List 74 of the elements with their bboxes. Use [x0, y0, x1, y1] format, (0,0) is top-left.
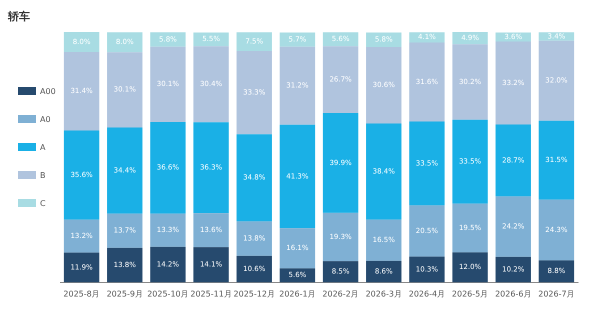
bar [236, 221, 272, 256]
legend-label: B [40, 170, 46, 180]
bar [193, 32, 229, 46]
bar [280, 228, 316, 268]
bar [496, 42, 531, 125]
x-tick-label: 2025-12月 [234, 289, 275, 298]
bar [107, 248, 142, 282]
bar [538, 260, 574, 282]
legend-label: C [40, 198, 46, 208]
bar [193, 122, 229, 214]
x-tick-label: 2025-8月 [63, 289, 100, 298]
bar [64, 32, 100, 52]
bar [409, 42, 445, 122]
x-tick-label: 2026-4月 [408, 289, 446, 298]
bar [150, 46, 186, 122]
x-tick-label: 2025-11月 [190, 289, 232, 298]
bar [366, 220, 402, 261]
bar [366, 124, 402, 220]
legend-label: A0 [40, 114, 51, 124]
bar [452, 32, 488, 44]
bar [107, 128, 142, 214]
x-tick-label: 2026-2月 [322, 289, 359, 298]
bar [193, 46, 229, 122]
bar [107, 214, 142, 248]
bar [538, 200, 574, 260]
bar [280, 46, 316, 125]
bar [193, 247, 229, 282]
bar [280, 124, 316, 228]
bar [150, 246, 186, 282]
bar [452, 252, 488, 282]
bar [64, 130, 100, 220]
bar [107, 32, 142, 52]
bar [409, 256, 445, 282]
x-tick-label: 2026-3月 [366, 289, 402, 298]
bar [280, 32, 316, 47]
x-tick-label: 2025-9月 [106, 289, 143, 298]
bar [366, 32, 402, 48]
bar [64, 220, 100, 253]
bar [107, 52, 142, 128]
bar [322, 261, 358, 282]
bar [409, 122, 445, 206]
bar [64, 252, 100, 282]
x-tick-label: 2026-6月 [495, 289, 532, 298]
bar [64, 52, 100, 131]
bar [322, 212, 358, 262]
x-tick-label: 2026-5月 [452, 289, 488, 298]
bar [236, 134, 272, 222]
bar [150, 214, 186, 247]
bar [538, 120, 574, 200]
bar [322, 46, 358, 114]
bar [322, 113, 358, 213]
bar [366, 47, 402, 124]
bar [193, 213, 229, 248]
bar [236, 32, 272, 52]
bar [366, 260, 402, 282]
bar [150, 122, 186, 214]
bar [150, 32, 186, 47]
bar [236, 256, 272, 282]
chart-title: 轿车 [8, 9, 31, 25]
x-tick-label: 2026-1月 [279, 289, 316, 298]
x-tick-label: 2026-7月 [538, 289, 575, 298]
bar [452, 120, 488, 204]
legend-label: A [40, 142, 46, 152]
legend-label: A00 [40, 86, 56, 96]
bar [236, 51, 272, 134]
bar [496, 256, 531, 282]
bar [496, 124, 531, 196]
bar [409, 205, 445, 257]
bar [452, 44, 488, 120]
bar [538, 40, 574, 121]
bar [496, 196, 531, 257]
bar [322, 32, 358, 46]
bar [452, 204, 488, 252]
x-tick-label: 2025-10月 [147, 289, 189, 298]
